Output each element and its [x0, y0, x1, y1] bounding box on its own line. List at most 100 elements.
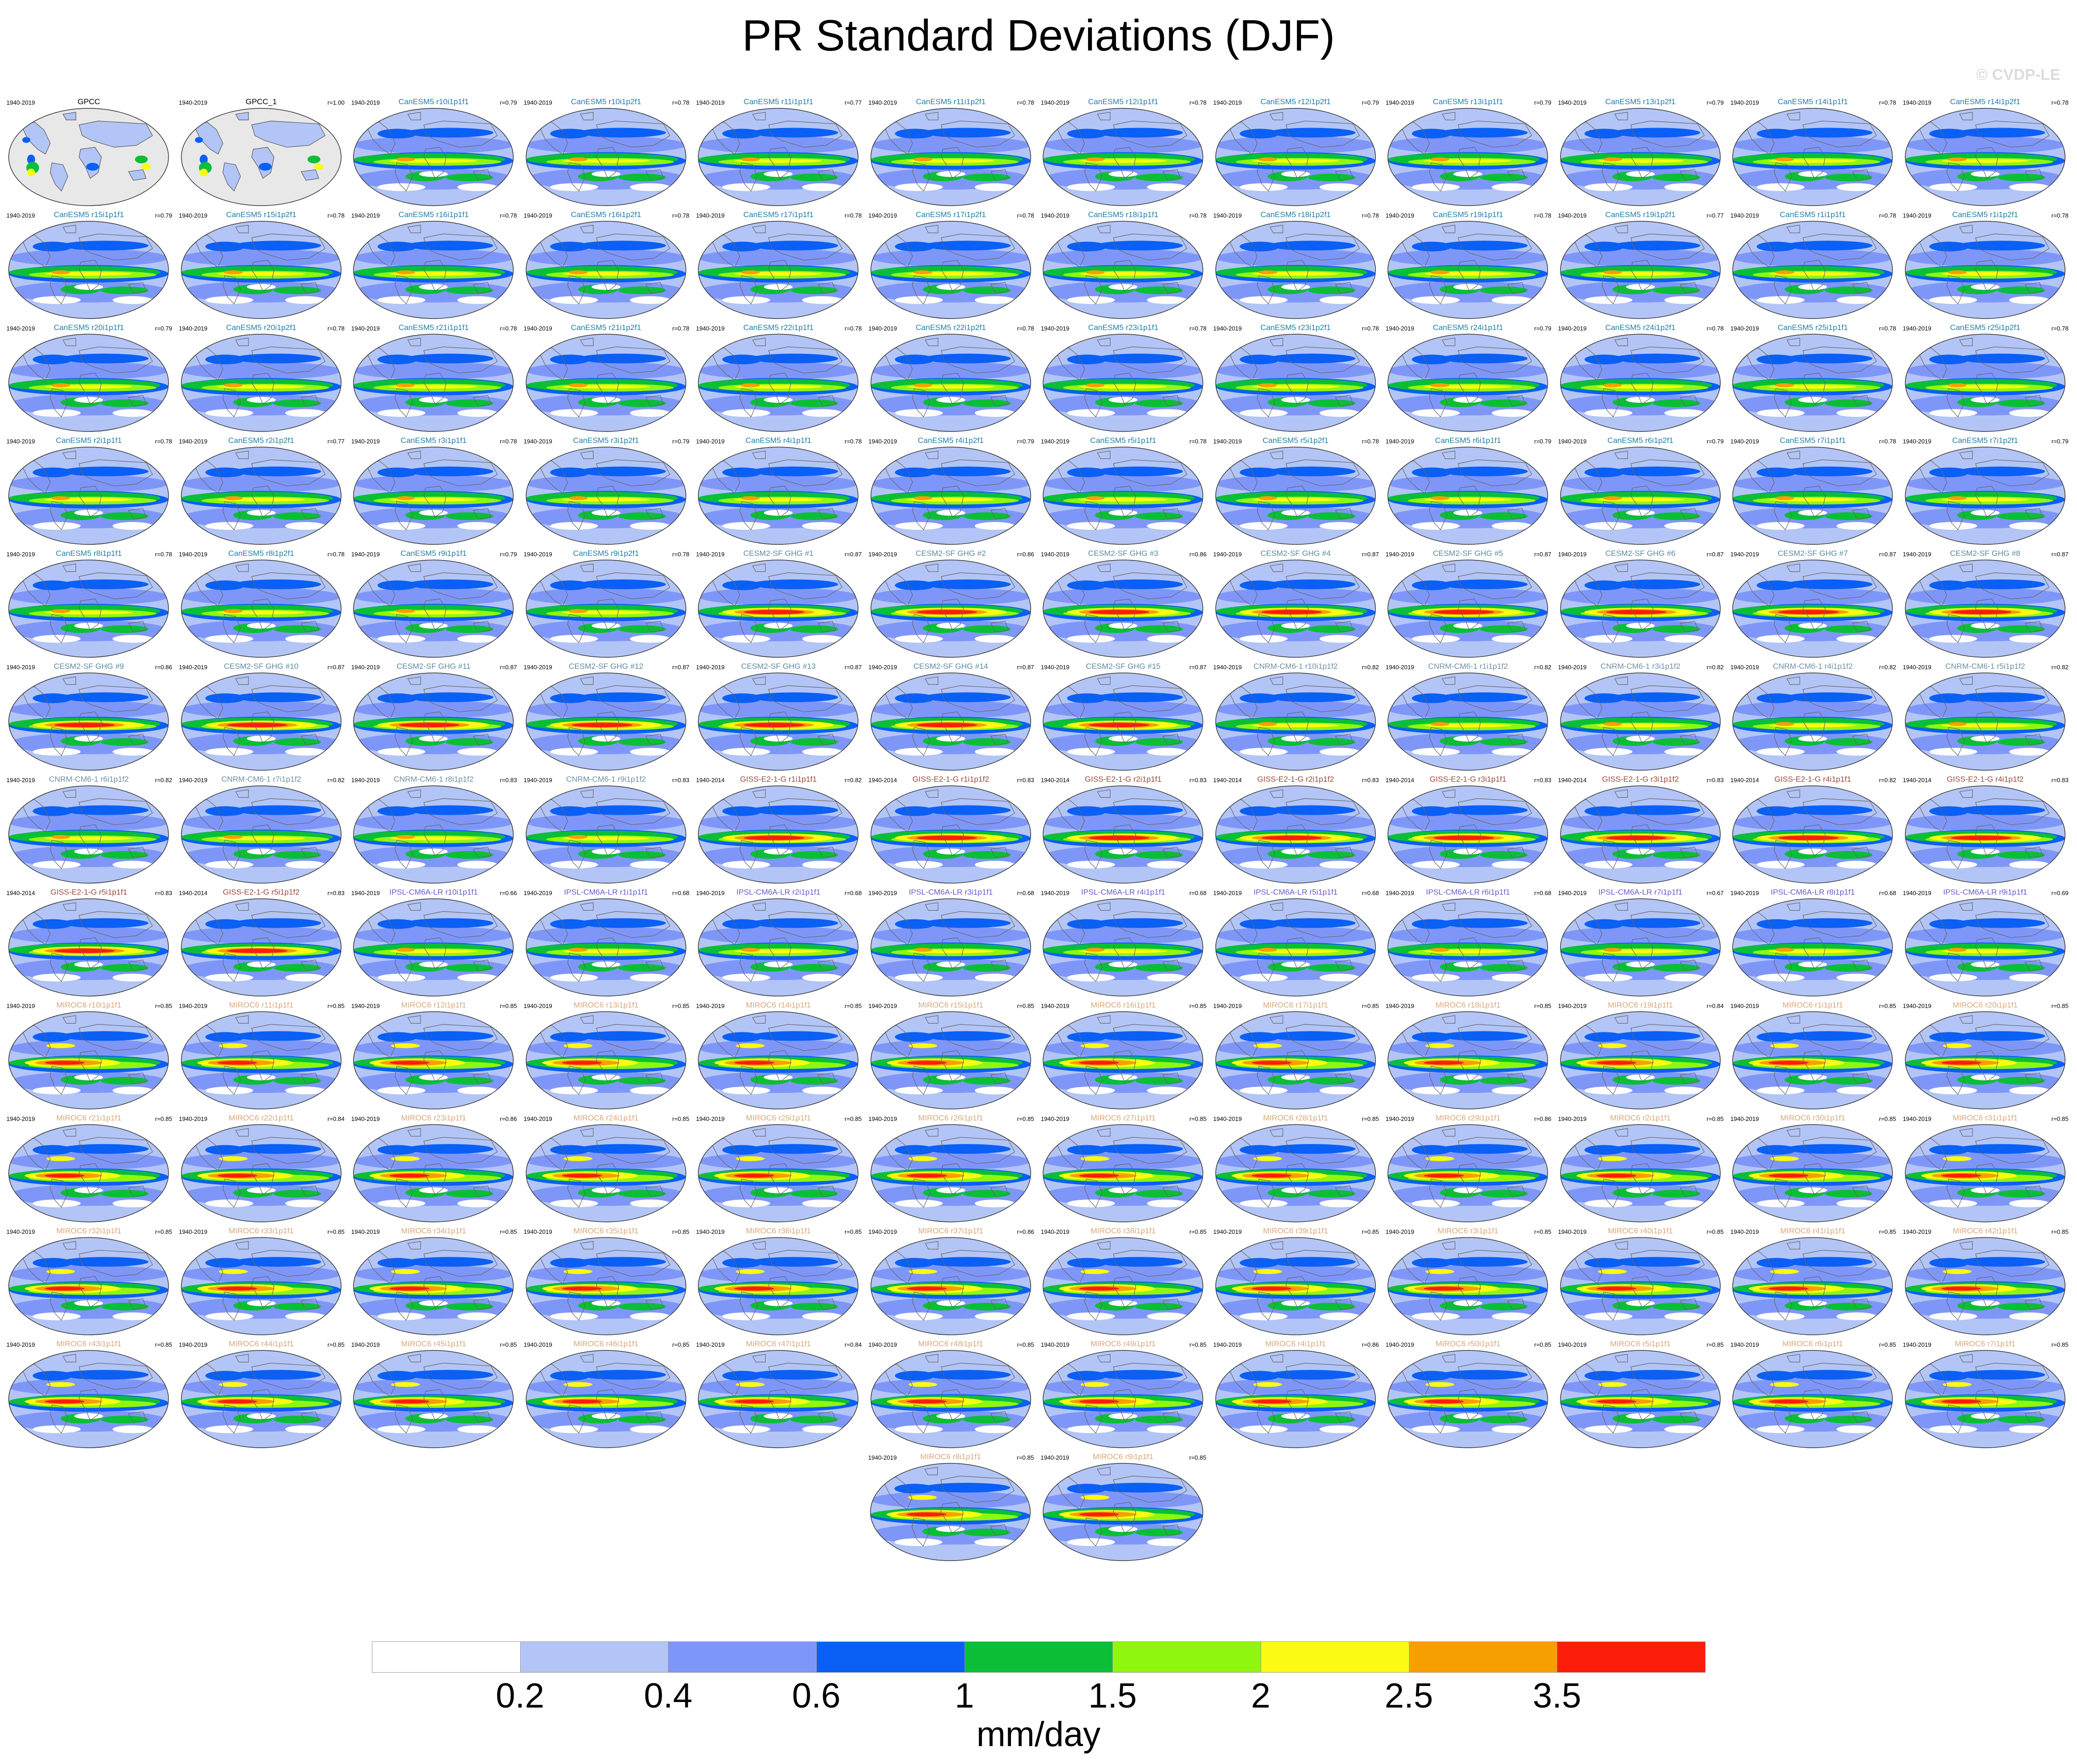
- panel-years: 1940-2019: [1213, 551, 1242, 558]
- panel-correlation: r=0.85: [155, 1341, 172, 1348]
- precip-band: [233, 466, 321, 476]
- panel-years: 1940-2019: [1041, 1002, 1070, 1009]
- dry-zone: [1067, 522, 1115, 530]
- panel-correlation: r=0.79: [500, 551, 517, 558]
- dry-zone: [457, 296, 498, 304]
- continent-outline: [1572, 1364, 1602, 1397]
- panel-correlation: r=0.85: [1017, 1341, 1034, 1348]
- continent-outline: [538, 1025, 568, 1058]
- precip-band: [1067, 1371, 1107, 1381]
- continent-outline: [394, 1405, 413, 1434]
- dry-zone: [285, 748, 325, 756]
- panel-title: IPSL-CM6A-LR r6i1p1f1: [1426, 888, 1510, 896]
- precip-band: [405, 353, 494, 364]
- continent-outline: [1442, 563, 1455, 572]
- dry-zone: [1239, 635, 1288, 643]
- map-panel: 1940-2019 MIROC6 r5i1p1f1 r=0.85: [1555, 1338, 1727, 1451]
- continent-outline: [1442, 789, 1455, 798]
- panel-years: 1940-2019: [351, 1341, 380, 1348]
- precip-band: [1584, 580, 1624, 590]
- robinson-map: [1904, 672, 2066, 771]
- continent-outline: [1055, 799, 1085, 832]
- continent-outline: [768, 1389, 792, 1421]
- map-panel: 1940-2019 MIROC6 r32i1p1f1 r=0.85: [3, 1226, 175, 1338]
- continent-outline: [1257, 1179, 1275, 1208]
- panel-correlation: r=0.78: [672, 551, 690, 558]
- precip-band: [550, 129, 590, 139]
- continent-outline: [21, 235, 51, 268]
- precip-band: [722, 354, 763, 364]
- map-panel: 1940-2019 GPCC_1 r=1.00: [175, 96, 348, 209]
- map-panel: 1940-2019 CanESM5 r8i1p2f1 r=0.78: [175, 548, 348, 661]
- precip-core: [1947, 722, 1967, 726]
- dry-zone: [974, 409, 1015, 417]
- precip-band: [445, 174, 494, 181]
- continent-outline: [1679, 734, 1698, 745]
- continent-outline: [1269, 676, 1283, 685]
- precip-core: [223, 835, 243, 839]
- precip-band: [894, 1484, 935, 1494]
- precip-core: [1942, 1043, 1971, 1048]
- panel-correlation: r=0.85: [2051, 1228, 2069, 1235]
- continent-outline: [595, 572, 670, 599]
- precip-band: [550, 354, 590, 364]
- precip-band: [1412, 241, 1452, 252]
- map-panel: 1940-2019 MIROC6 r12i1p1f1 r=0.85: [348, 1000, 520, 1113]
- panel-correlation: r=0.82: [1879, 777, 1896, 784]
- precip-core: [735, 1043, 765, 1048]
- precip-band: [1584, 1032, 1624, 1042]
- precip-core: [1602, 496, 1622, 500]
- continent-outline: [1614, 337, 1628, 346]
- precip-band: [273, 1190, 321, 1198]
- continent-outline: [1113, 824, 1136, 857]
- precip-band: [61, 241, 149, 251]
- precip-band: [1612, 1370, 1700, 1380]
- robinson-map: [180, 1011, 342, 1109]
- panel-correlation: r=0.78: [2051, 325, 2069, 332]
- continent-outline: [1802, 685, 1877, 712]
- precip-band: [405, 1031, 494, 1041]
- map-border: [525, 785, 686, 884]
- continent-outline: [912, 727, 930, 756]
- precip-core: [906, 1512, 947, 1517]
- precip-core: [217, 1174, 257, 1178]
- continent-outline: [1975, 1163, 1998, 1195]
- dry-zone: [1319, 1425, 1359, 1434]
- panel-years: 1940-2019: [868, 1115, 897, 1122]
- dry-zone: [894, 635, 943, 643]
- precip-core: [1596, 1400, 1636, 1404]
- panel-title: MIROC6 r47i1p1f1: [746, 1339, 811, 1348]
- precip-band: [750, 128, 838, 138]
- precip-blob: [258, 162, 272, 171]
- continent-outline: [62, 789, 76, 798]
- panel-correlation: r=0.86: [1017, 1228, 1034, 1235]
- map-panel: 1940-2019 IPSL-CM6A-LR r9i1p1f1 r=0.69: [1899, 887, 2071, 1000]
- precip-core: [1598, 1156, 1627, 1161]
- precip-core: [1947, 270, 1967, 274]
- continent-outline: [407, 676, 421, 685]
- precip-band: [445, 1416, 494, 1423]
- panel-years: 1940-2014: [1903, 777, 1931, 784]
- dry-zone: [1492, 183, 1532, 191]
- precip-band: [1612, 241, 1700, 251]
- continent-outline: [1084, 614, 1103, 644]
- robinson-map: [698, 108, 859, 206]
- panel-correlation: r=0.84: [327, 1115, 345, 1122]
- dry-zone: [894, 522, 943, 530]
- continent-outline: [1601, 840, 1620, 869]
- panel-correlation: r=0.84: [1707, 1002, 1724, 1009]
- map-panel: 1940-2019 MIROC6 r37i1p1f1 r=0.86: [865, 1226, 1037, 1338]
- panel-title: IPSL-CM6A-LR r7i1p1f1: [1598, 888, 1683, 896]
- robinson-map: [698, 898, 859, 997]
- precip-band: [1997, 1416, 2045, 1423]
- precip-core: [561, 1061, 602, 1065]
- dry-zone: [1836, 861, 1877, 869]
- precip-core: [563, 1043, 592, 1048]
- robinson-map: [1904, 1011, 2066, 1109]
- map-panel: 1940-2019 CESM2-SF GHG #5 r=0.87: [1382, 548, 1554, 661]
- continent-outline: [1852, 1411, 1871, 1423]
- precip-band: [1480, 964, 1528, 972]
- panel-title: CanESM5 r7i1p2f1: [1952, 436, 2018, 445]
- dry-zone: [974, 1199, 1015, 1208]
- continent-outline: [1055, 912, 1085, 945]
